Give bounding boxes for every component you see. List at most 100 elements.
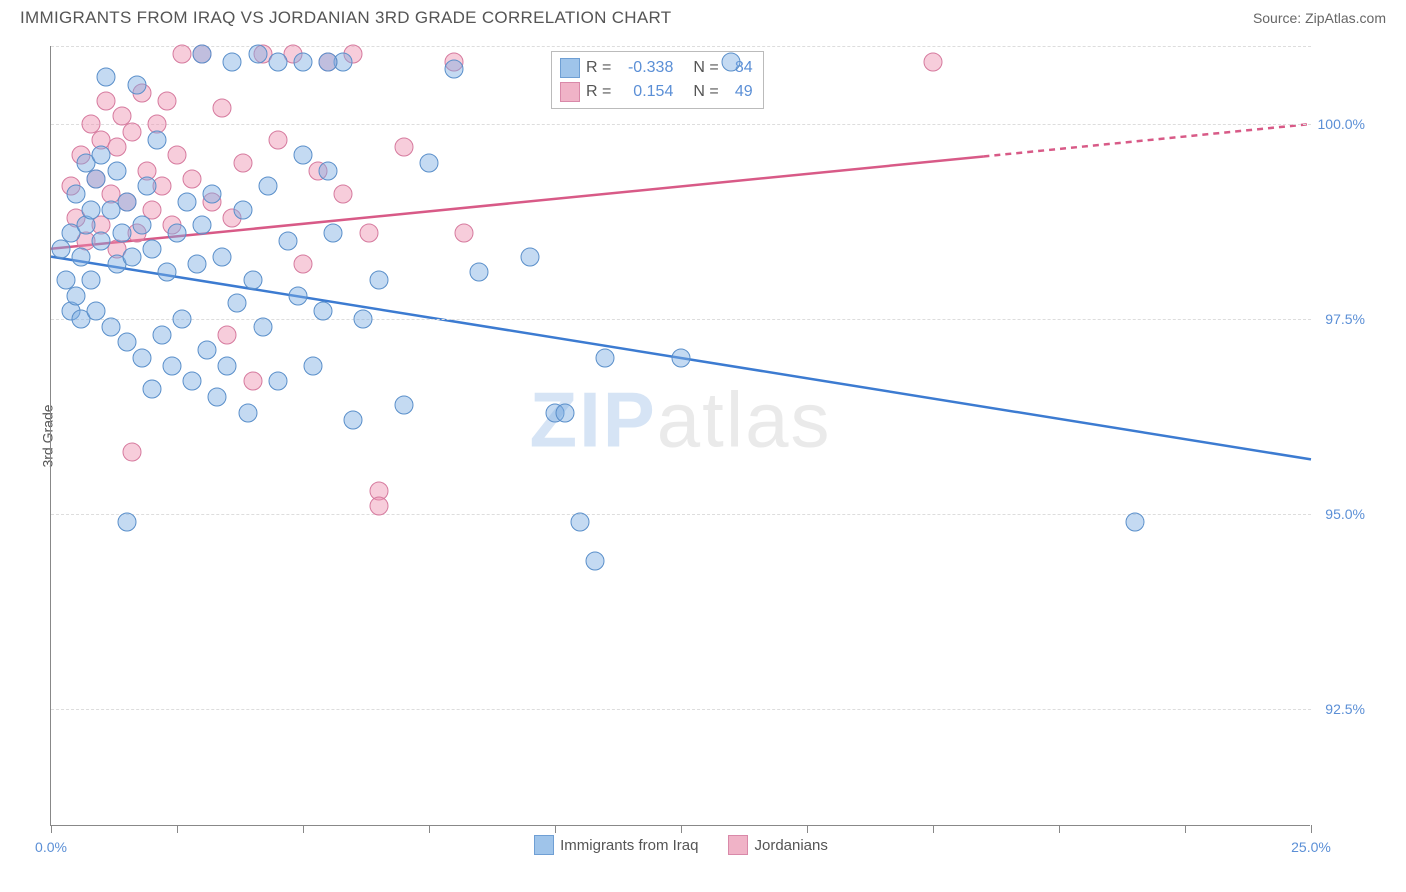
scatter-point [122,247,141,266]
scatter-point [278,232,297,251]
header: IMMIGRANTS FROM IRAQ VS JORDANIAN 3RD GR… [0,0,1406,34]
scatter-point [223,52,242,71]
legend-series: Immigrants from Iraq Jordanians [51,835,1311,855]
legend-item-pink: Jordanians [728,835,827,855]
gridline [51,124,1311,125]
r-label: R = [586,80,611,104]
scatter-point [268,130,287,149]
scatter-point [97,91,116,110]
scatter-point [82,200,101,219]
chart-container: 3rd Grade ZIPatlas R = -0.338 N = 84 R =… [50,46,1360,826]
gridline [51,514,1311,515]
scatter-point [520,247,539,266]
scatter-point [394,395,413,414]
scatter-point [122,122,141,141]
plot-area: ZIPatlas R = -0.338 N = 84 R = 0.154 N =… [50,46,1310,826]
scatter-point [354,310,373,329]
r-value-pink: 0.154 [617,80,673,104]
scatter-point [243,372,262,391]
gridline [51,319,1311,320]
scatter-point [132,349,151,368]
scatter-point [92,232,111,251]
y-tick-label: 95.0% [1325,506,1365,522]
scatter-point [213,247,232,266]
scatter-point [248,44,267,63]
x-tick-label: 25.0% [1291,839,1331,855]
scatter-point [117,333,136,352]
scatter-point [157,91,176,110]
scatter-point [147,130,166,149]
source-attribution: Source: ZipAtlas.com [1253,10,1386,26]
x-tick [51,825,52,833]
scatter-point [233,154,252,173]
source-name: ZipAtlas.com [1305,10,1386,26]
scatter-point [324,224,343,243]
legend-swatch-pink [560,82,580,102]
scatter-point [294,52,313,71]
x-tick-label: 0.0% [35,839,67,855]
scatter-point [420,154,439,173]
scatter-point [208,388,227,407]
scatter-point [228,294,247,313]
scatter-point [162,356,181,375]
n-value-pink: 49 [725,80,753,104]
x-tick [1185,825,1186,833]
legend-swatch-blue [560,58,580,78]
x-tick [177,825,178,833]
scatter-point [87,302,106,321]
scatter-point [142,239,161,258]
n-label: N = [693,80,718,104]
legend-label-pink: Jordanians [754,837,827,854]
scatter-point [173,44,192,63]
scatter-point [268,372,287,391]
scatter-point [571,512,590,531]
y-tick-label: 92.5% [1325,701,1365,717]
scatter-point [314,302,333,321]
legend-label-blue: Immigrants from Iraq [560,837,698,854]
scatter-point [253,317,272,336]
x-tick [429,825,430,833]
scatter-point [92,146,111,165]
scatter-point [132,216,151,235]
scatter-point [243,271,262,290]
scatter-point [304,356,323,375]
scatter-point [369,497,388,516]
scatter-point [672,349,691,368]
scatter-point [924,52,943,71]
scatter-point [67,185,86,204]
scatter-point [183,169,202,188]
scatter-point [173,310,192,329]
scatter-point [238,403,257,422]
gridline [51,46,1311,47]
scatter-point [193,44,212,63]
scatter-point [556,403,575,422]
scatter-point [72,247,91,266]
scatter-point [1125,512,1144,531]
scatter-point [344,411,363,430]
scatter-point [294,146,313,165]
legend-item-blue: Immigrants from Iraq [534,835,698,855]
scatter-point [117,512,136,531]
y-tick-label: 100.0% [1318,116,1365,132]
scatter-point [178,193,197,212]
x-tick [933,825,934,833]
chart-title: IMMIGRANTS FROM IRAQ VS JORDANIAN 3RD GR… [20,8,671,28]
scatter-point [122,442,141,461]
source-prefix: Source: [1253,10,1305,26]
trendline [983,124,1311,156]
x-tick [555,825,556,833]
x-tick [303,825,304,833]
scatter-point [102,317,121,336]
scatter-point [112,224,131,243]
scatter-point [288,286,307,305]
scatter-point [233,200,252,219]
scatter-point [470,263,489,282]
scatter-point [258,177,277,196]
scatter-point [268,52,287,71]
y-tick-label: 97.5% [1325,311,1365,327]
scatter-point [359,224,378,243]
legend-row-pink: R = 0.154 N = 49 [560,80,753,104]
scatter-point [198,341,217,360]
scatter-point [445,60,464,79]
scatter-point [127,76,146,95]
